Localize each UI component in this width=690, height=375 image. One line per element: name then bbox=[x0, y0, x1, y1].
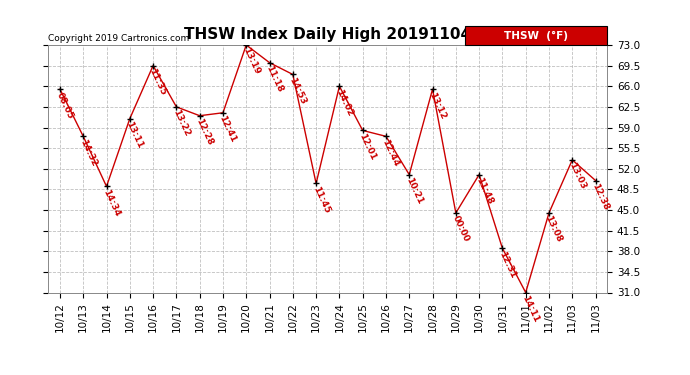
Text: 12:38: 12:38 bbox=[590, 182, 611, 212]
Text: 14:32: 14:32 bbox=[78, 138, 98, 168]
Text: THSW  (°F): THSW (°F) bbox=[504, 31, 569, 41]
Text: 13:03: 13:03 bbox=[567, 161, 587, 191]
Text: 13:11: 13:11 bbox=[124, 120, 145, 150]
Text: 14:53: 14:53 bbox=[288, 76, 308, 106]
Text: 13:08: 13:08 bbox=[544, 214, 564, 244]
Text: 12:28: 12:28 bbox=[195, 117, 215, 147]
Text: 00:00: 00:00 bbox=[451, 214, 471, 244]
Text: Copyright 2019 Cartronics.com: Copyright 2019 Cartronics.com bbox=[48, 33, 190, 42]
Text: 11:48: 11:48 bbox=[474, 176, 494, 206]
Text: 13:22: 13:22 bbox=[171, 108, 191, 138]
Text: 13:19: 13:19 bbox=[241, 46, 262, 76]
Text: 14:02: 14:02 bbox=[334, 88, 354, 117]
Text: 10:21: 10:21 bbox=[404, 176, 424, 206]
Text: 11:45: 11:45 bbox=[310, 185, 331, 215]
Text: 11:35: 11:35 bbox=[148, 67, 168, 97]
Title: THSW Index Daily High 20191104: THSW Index Daily High 20191104 bbox=[184, 27, 471, 42]
Text: 12:44: 12:44 bbox=[381, 138, 401, 168]
Text: 12:31: 12:31 bbox=[497, 250, 518, 279]
Text: 12:01: 12:01 bbox=[357, 132, 377, 162]
Text: 14:11: 14:11 bbox=[520, 294, 541, 324]
Text: 11:18: 11:18 bbox=[264, 64, 284, 94]
Text: 13:12: 13:12 bbox=[427, 91, 447, 120]
FancyBboxPatch shape bbox=[464, 26, 607, 45]
Text: 12:41: 12:41 bbox=[217, 114, 238, 144]
Text: 08:05: 08:05 bbox=[55, 91, 75, 120]
Text: 14:34: 14:34 bbox=[101, 188, 121, 218]
